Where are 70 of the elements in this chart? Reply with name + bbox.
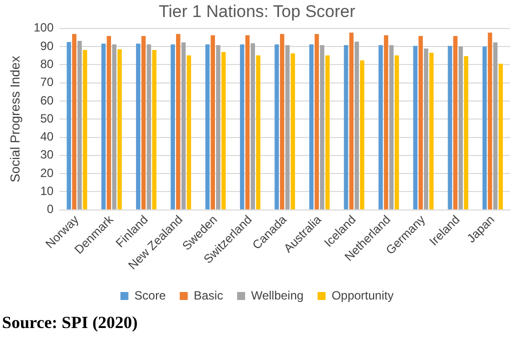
bar [498,64,503,210]
y-tick-label: 50 [40,111,54,126]
y-tick-label: 30 [40,148,54,162]
bar [66,42,72,210]
bar [418,36,423,210]
y-tick-label: 80 [40,56,54,71]
bar [141,36,146,210]
bar [344,45,348,210]
legend-label: Opportunity [332,288,394,302]
bar [256,55,260,210]
y-tick-label: 20 [40,166,54,180]
y-tick-label: 100 [34,20,54,35]
chart-title: Tier 1 Nations: Top Scorer [158,2,356,21]
y-tick-label: 0 [46,202,54,216]
bar [280,34,284,210]
bar [378,45,383,210]
bar [394,55,399,210]
bar [240,44,244,210]
bar [424,48,428,210]
y-tick-label: 10 [40,184,54,198]
bar [106,36,112,210]
bar [176,34,180,210]
bar [493,42,498,210]
bar [77,40,82,210]
bar [389,45,394,210]
y-axis-title: Social Progress Index [7,55,22,182]
bar [488,32,492,210]
bar [349,32,354,210]
bar [429,52,434,210]
bar [274,44,279,210]
bar [458,46,463,210]
bar [453,36,458,210]
bar [170,44,175,210]
bar [464,56,468,210]
bar [250,43,255,210]
bar [448,46,452,210]
bar [309,44,314,210]
bar [181,42,186,210]
bar [136,44,140,210]
source-note: Source: SPI (2020) [2,312,139,334]
bar [117,49,122,210]
y-tick-label: 70 [40,75,54,90]
bar [152,50,156,210]
bar [482,46,487,210]
bar [221,52,226,210]
bar [146,44,152,210]
y-tick-label: 40 [40,130,54,144]
bar [210,35,215,210]
bar [314,34,319,210]
bar [112,44,116,210]
bar [320,45,324,210]
legend-label: Basic [194,288,224,302]
bar [216,45,220,210]
bar [285,45,290,210]
y-tick-label: 90 [40,38,54,53]
bar [205,44,210,210]
bar [290,53,296,210]
legend-label: Wellbeing [251,288,304,302]
bar [354,42,359,210]
bar [72,34,76,210]
bar [360,60,364,210]
bar [325,55,330,210]
bar [384,35,388,210]
bar [245,35,250,210]
legend-label: Score [134,288,166,302]
y-tick-label: 60 [40,93,54,108]
bar [186,55,192,210]
bar [413,46,418,210]
bar [101,44,106,210]
bar [82,50,88,210]
